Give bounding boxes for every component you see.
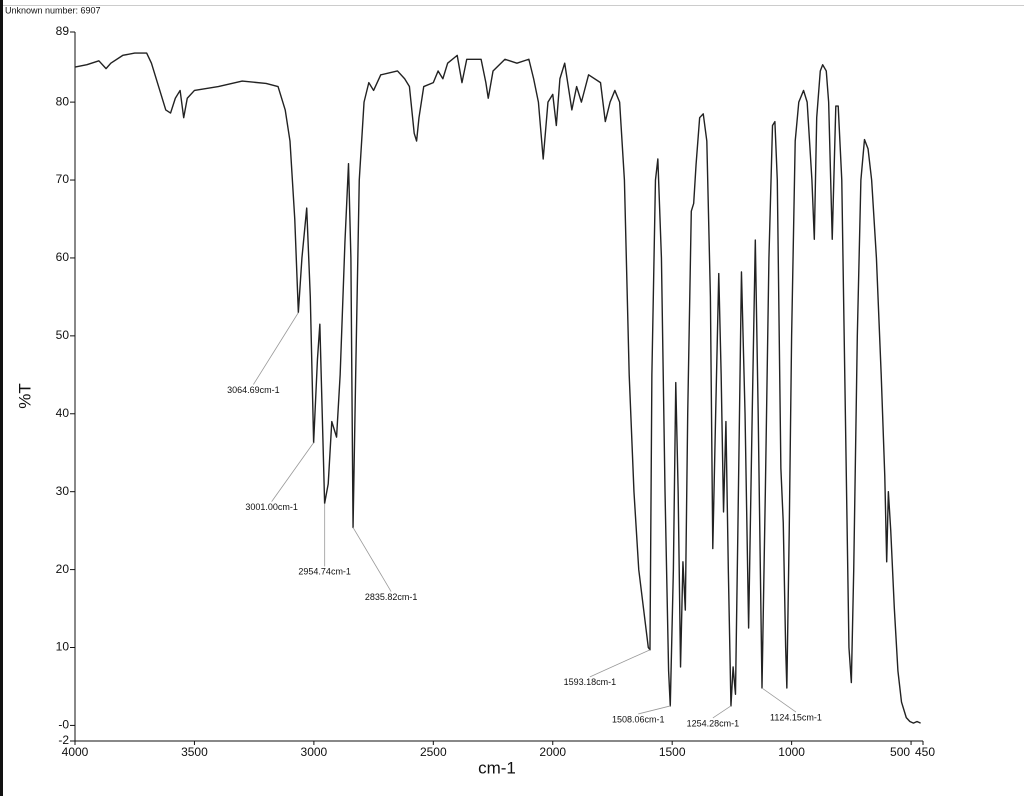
- annotation-label: 1508.06cm-1: [612, 714, 665, 724]
- y-tick-label: 89: [56, 24, 70, 38]
- annotation-label: 1124.15cm-1: [770, 712, 822, 722]
- y-tick-label: 80: [56, 94, 70, 108]
- annotation-leader: [271, 442, 314, 502]
- x-axis-label: cm-1: [478, 758, 516, 777]
- y-tick-label: 20: [56, 562, 70, 576]
- x-tick-label: 3000: [301, 745, 328, 759]
- x-tick-label: 1000: [778, 745, 805, 759]
- y-tick-label: -0: [58, 718, 69, 732]
- annotation-label: 3001.00cm-1: [245, 502, 298, 512]
- x-tick-label: 3500: [181, 745, 208, 759]
- annotation-label: 1254.28cm-1: [687, 718, 740, 728]
- y-tick-label: 60: [56, 250, 70, 264]
- x-tick-label: 450: [915, 745, 935, 759]
- annotation-leader: [253, 312, 299, 385]
- annotation-leader: [761, 687, 797, 713]
- y-tick-label: 30: [56, 484, 70, 498]
- annotation-leader: [712, 705, 732, 719]
- annotation-label: 2835.82cm-1: [365, 592, 418, 602]
- annotation-leader: [352, 527, 392, 592]
- y-tick-label: 70: [56, 172, 70, 186]
- left-border: [0, 0, 3, 796]
- annotation-leader: [589, 649, 651, 678]
- y-tick-label: 50: [56, 328, 70, 342]
- spectrum-line: [74, 52, 921, 724]
- chart-title: Unknown number: 6907: [5, 5, 101, 15]
- x-tick-label: 2500: [420, 745, 447, 759]
- x-tick-label: 2000: [539, 745, 566, 759]
- annotation-label: 2954.74cm-1: [298, 567, 351, 577]
- annotation-label: 3064.69cm-1: [227, 385, 280, 395]
- x-tick-label: 500: [890, 745, 910, 759]
- annotation-leader: [638, 705, 671, 715]
- y-tick-label: 40: [56, 406, 70, 420]
- y-tick-label: -2: [58, 733, 69, 747]
- annotation-label: 1593.18cm-1: [564, 677, 617, 687]
- x-tick-label: 1500: [659, 745, 686, 759]
- y-tick-label: 10: [56, 640, 70, 654]
- y-axis-label: %T: [15, 383, 34, 409]
- x-tick-label: 4000: [62, 745, 89, 759]
